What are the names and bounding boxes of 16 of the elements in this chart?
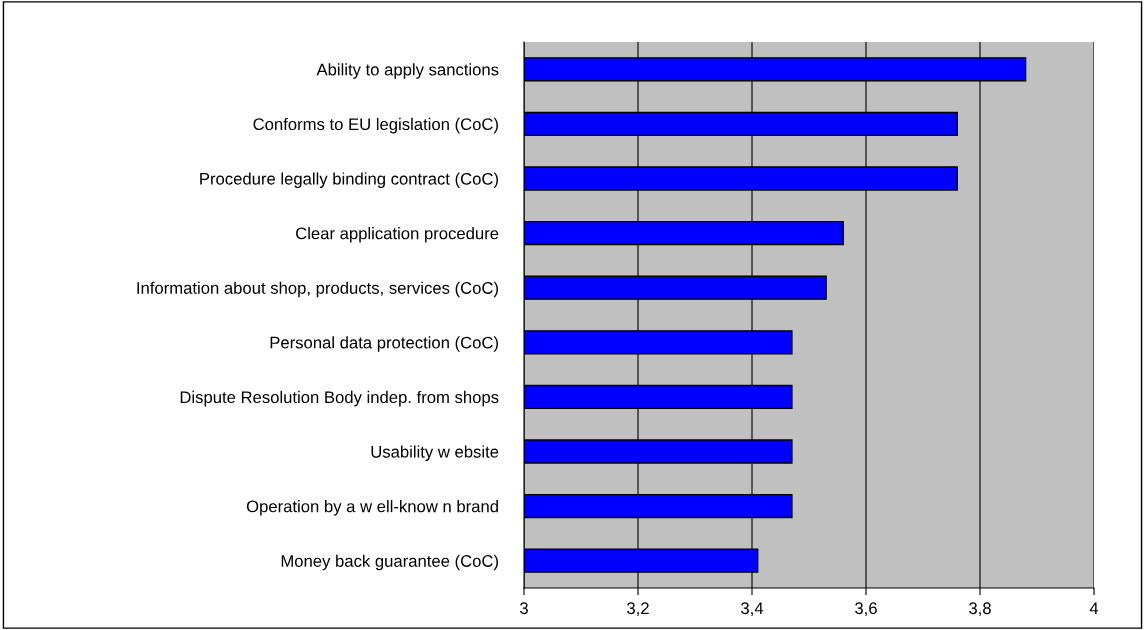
- y-tick-label: Usability w ebsite: [371, 445, 499, 461]
- y-tick-label: Money back guarantee (CoC): [281, 554, 498, 571]
- x-tick-label: 4: [1089, 602, 1099, 614]
- y-tick-label: Conforms to EU legislation (CoC): [253, 117, 498, 134]
- x-tick-label: 3,2: [627, 602, 649, 617]
- y-tick-label: Ability to apply sanctions: [316, 63, 499, 79]
- y-tick-label: Procedure legally binding contract (CoC): [200, 172, 498, 188]
- x-tick-label: 3: [520, 602, 528, 615]
- y-tick-label: Operation by a w ell-know n brand: [246, 500, 498, 516]
- x-tick-label: 3,4: [741, 602, 764, 617]
- x-tick-label: 3,6: [855, 602, 877, 617]
- y-tick-label: Clear application procedure: [296, 227, 499, 243]
- y-tick-label: Personal data protection (CoC): [270, 336, 498, 352]
- x-tick-label: 3,8: [969, 602, 991, 617]
- y-tick-label: Dispute Resolution Body indep. from shops: [180, 390, 499, 407]
- y-tick-label: Information about shop, products, services (CoC): [137, 281, 498, 298]
